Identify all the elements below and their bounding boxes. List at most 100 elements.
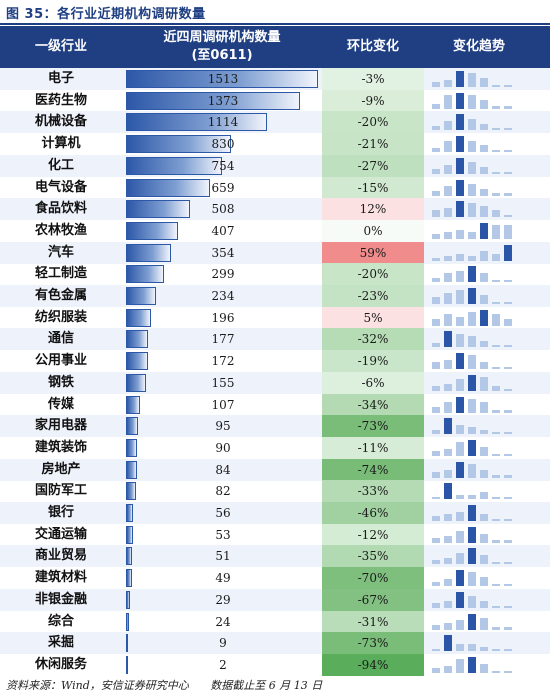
trend-bar xyxy=(504,670,512,673)
change-value: -33% xyxy=(322,480,424,503)
trend-bar xyxy=(432,169,440,174)
table-row: 计算机 830 -21% xyxy=(0,133,550,156)
trend-bar xyxy=(444,579,452,587)
trend-bar xyxy=(468,232,476,239)
trend-bar xyxy=(456,179,464,196)
trend-bar xyxy=(456,114,464,131)
industry-label: 家用电器 xyxy=(34,418,87,434)
change-value: 12% xyxy=(322,198,424,221)
industry-label: 化工 xyxy=(47,157,74,173)
count-bar xyxy=(126,156,222,175)
trend-bar xyxy=(504,366,512,370)
count-bar xyxy=(126,200,191,219)
industry-label: 医药生物 xyxy=(34,92,87,108)
table-row: 汽车 354 59% xyxy=(0,241,550,264)
count-value: 95 xyxy=(215,419,231,434)
trend-bar xyxy=(456,353,464,370)
trend-sparkline xyxy=(428,90,528,112)
count-value: 24 xyxy=(215,614,231,629)
trend-sparkline xyxy=(428,68,528,90)
trend-bar xyxy=(432,538,440,543)
count-value: 2 xyxy=(219,657,227,672)
trend-bar xyxy=(492,345,500,348)
trend-bar xyxy=(468,140,476,153)
industry-label: 机械设备 xyxy=(34,114,87,130)
trend-sparkline xyxy=(428,632,528,654)
trend-bar xyxy=(444,314,452,326)
count-bar xyxy=(126,352,148,371)
footer-source: 资料来源：Wind，安信证券研究中心 xyxy=(6,679,189,692)
trend-bar xyxy=(468,335,476,348)
count-bar xyxy=(126,308,151,327)
trend-sparkline xyxy=(428,111,528,133)
table-row: 家用电器 95 -73% xyxy=(0,415,550,438)
trend-bar xyxy=(468,427,476,435)
industry-label: 综合 xyxy=(47,613,74,629)
trend-bar xyxy=(444,121,452,131)
trend-bar xyxy=(456,201,464,218)
trend-bar xyxy=(468,311,476,326)
trend-bar xyxy=(432,82,440,87)
trend-bar xyxy=(456,157,464,174)
trend-bar xyxy=(444,418,452,435)
count-value: 172 xyxy=(211,354,235,369)
trend-bar xyxy=(492,518,500,521)
count-value: 9 xyxy=(219,636,227,651)
count-bar xyxy=(126,504,134,522)
trend-bar xyxy=(456,552,464,565)
trend-bar xyxy=(480,492,488,500)
table-row: 电子 1513 -3% xyxy=(0,68,550,90)
trend-bar xyxy=(456,71,464,87)
change-value: -32% xyxy=(322,328,424,351)
trend-bar xyxy=(432,190,440,196)
table-row: 通信 177 -32% xyxy=(0,328,550,351)
footer: 资料来源：Wind，安信证券研究中心 数据截止至 6 月 13 日 xyxy=(6,677,340,693)
count-bar xyxy=(126,655,128,674)
trend-bar xyxy=(504,388,512,391)
count-bar xyxy=(126,113,268,132)
trend-bar xyxy=(504,318,512,326)
trend-bar xyxy=(432,581,440,587)
industry-label: 公用事业 xyxy=(34,353,87,369)
trend-bar xyxy=(480,222,488,239)
table-row: 采掘 9 -73% xyxy=(0,632,550,655)
trend-bar xyxy=(444,514,452,521)
trend-bar xyxy=(492,605,500,608)
industry-label: 食品饮料 xyxy=(34,201,87,217)
trend-bar xyxy=(492,280,500,283)
header-industry: 一级行业 xyxy=(34,39,87,54)
count-value: 90 xyxy=(215,440,231,455)
trend-bar xyxy=(468,494,476,500)
table-header: 一级行业 近四周调研机构数量 (至0611) 环比变化 变化趋势 xyxy=(0,26,550,68)
count-bar xyxy=(126,547,133,566)
trend-bar xyxy=(456,591,464,608)
table-row: 建筑装饰 90 -11% xyxy=(0,436,550,459)
trend-bar xyxy=(492,583,500,587)
trend-sparkline xyxy=(428,654,528,676)
change-value: -73% xyxy=(322,415,424,438)
trend-bar xyxy=(480,646,488,652)
industry-label: 建筑材料 xyxy=(34,570,87,586)
trend-bar xyxy=(504,605,512,608)
count-value: 29 xyxy=(215,592,231,607)
trend-sparkline xyxy=(428,307,528,329)
trend-bar xyxy=(444,232,452,239)
table-row: 食品饮料 508 12% xyxy=(0,198,550,221)
trend-bar xyxy=(504,225,512,239)
trend-bar xyxy=(432,297,440,304)
count-bar xyxy=(126,590,130,609)
trend-bar xyxy=(444,292,452,304)
trend-bar xyxy=(468,355,476,370)
table-row: 休闲服务 2 -94% xyxy=(0,653,550,676)
change-value: -23% xyxy=(322,285,424,307)
trend-bar xyxy=(456,531,464,543)
trend-bar xyxy=(492,431,500,435)
change-value: -19% xyxy=(322,350,424,373)
count-bar xyxy=(126,287,156,305)
count-value: 53 xyxy=(215,527,231,542)
count-bar xyxy=(126,178,210,197)
trend-bar xyxy=(444,401,452,413)
table-row: 农林牧渔 407 0% xyxy=(0,219,550,242)
trend-bar xyxy=(492,253,500,261)
count-value: 177 xyxy=(211,332,235,347)
